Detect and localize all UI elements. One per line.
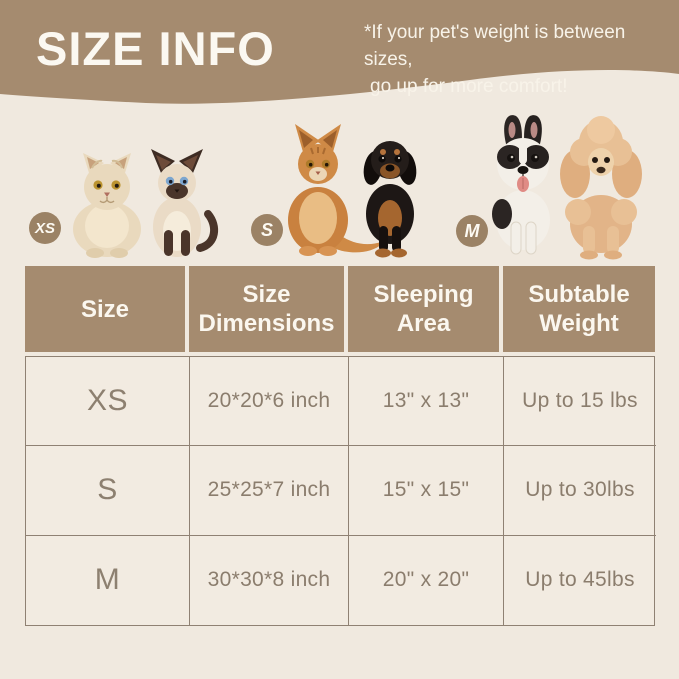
cell-dimensions-s: 25*25*7 inch	[190, 446, 349, 536]
cell-sleeping-area-s: 15" x 15"	[349, 446, 504, 536]
size-badge-m-label: M	[464, 220, 480, 241]
dachshund-dog-icon	[363, 141, 417, 258]
size-table: Size Size Dimensions Sleeping Area Subta…	[25, 266, 656, 626]
xs-pets-illustration	[73, 149, 219, 258]
column-header-size: Size	[25, 266, 189, 352]
header-wave-background	[0, 0, 679, 104]
cell-size-m: M	[26, 535, 190, 625]
cell-sleeping-area-xs: 13" x 13"	[349, 357, 504, 447]
size-badge-xs-label: XS	[34, 219, 55, 237]
sizing-note: *If your pet's weight is between sizes, …	[364, 19, 669, 100]
cell-weight-s: Up to 30lbs	[504, 446, 656, 536]
sizing-note-line2: go up for more comfort!	[370, 76, 568, 97]
cell-dimensions-m: 30*30*8 inch	[190, 535, 349, 625]
poodle-dog-icon	[560, 116, 642, 260]
maine-coon-cat-icon	[288, 124, 386, 256]
size-badge-s-label: S	[260, 219, 273, 240]
cell-dimensions-xs: 20*20*6 inch	[190, 357, 349, 447]
french-bulldog-icon	[492, 115, 550, 255]
sizing-note-line1: *If your pet's weight is between sizes,	[364, 22, 626, 70]
page-title: SIZE INFO	[36, 22, 275, 75]
cell-size-xs: XS	[26, 357, 190, 447]
s-pets-illustration	[288, 124, 417, 258]
column-header-dimensions: Size Dimensions	[189, 266, 348, 352]
cell-size-s: S	[26, 446, 190, 536]
size-badge-s: S	[251, 214, 283, 246]
column-header-weight: Subtable Weight	[503, 266, 655, 352]
size-table-body: XS 20*20*6 inch 13" x 13" Up to 15 lbs S…	[25, 356, 656, 626]
size-badge-m: M	[456, 215, 488, 247]
siamese-cat-icon	[151, 149, 219, 257]
persian-cat-icon	[73, 153, 141, 258]
m-pets-illustration	[492, 115, 642, 260]
cell-sleeping-area-m: 20" x 20"	[349, 535, 504, 625]
column-header-sleeping-area: Sleeping Area	[348, 266, 503, 352]
size-table-header: Size Size Dimensions Sleeping Area Subta…	[25, 266, 655, 352]
cell-weight-xs: Up to 15 lbs	[504, 357, 656, 447]
cell-weight-m: Up to 45lbs	[525, 568, 635, 592]
size-badge-xs: XS	[29, 212, 61, 244]
